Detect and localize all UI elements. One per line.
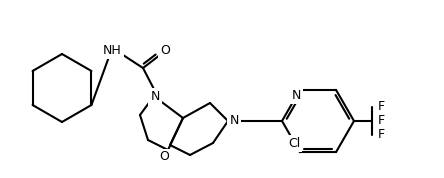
Text: NH: NH: [103, 43, 121, 56]
Text: F: F: [377, 101, 385, 114]
Text: Cl: Cl: [288, 137, 300, 150]
Text: F: F: [377, 114, 385, 127]
Text: N: N: [151, 90, 160, 103]
Text: N: N: [104, 45, 112, 55]
Text: H: H: [110, 45, 118, 55]
Text: O: O: [159, 151, 169, 164]
Text: N: N: [291, 89, 301, 102]
Text: N: N: [229, 114, 239, 127]
Text: O: O: [160, 44, 170, 57]
Text: F: F: [377, 129, 385, 142]
